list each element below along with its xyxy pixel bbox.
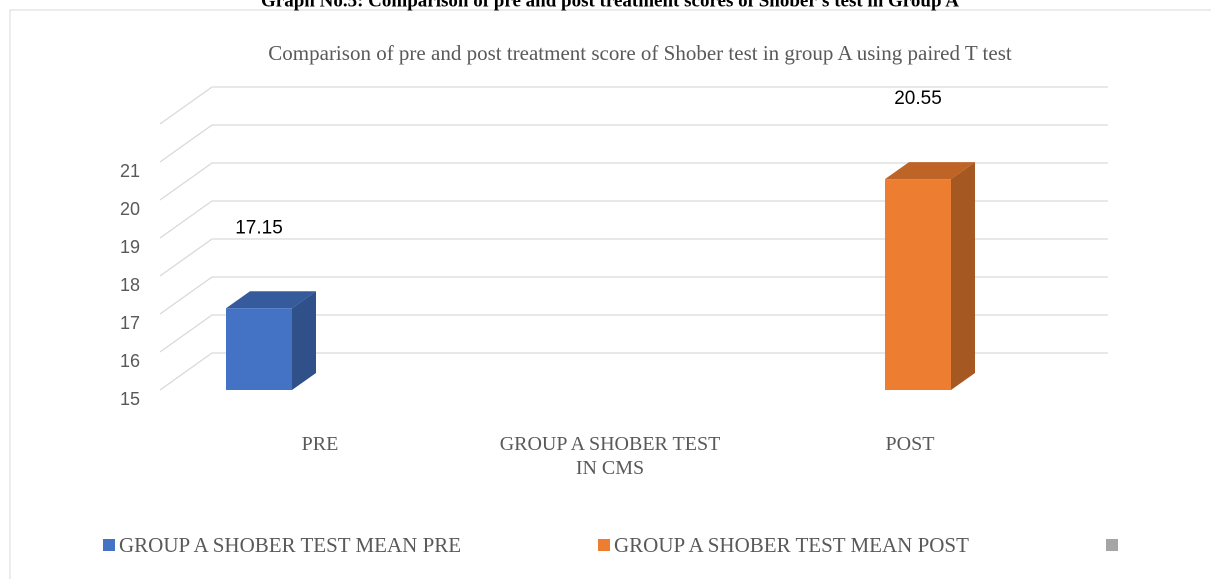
bar-top (226, 291, 316, 309)
y-tick-label: 20 (120, 199, 140, 219)
grid-line (159, 238, 1108, 277)
bar (885, 162, 975, 390)
plot-frame-line (159, 86, 1108, 125)
grid-line (159, 162, 1108, 201)
caption: Graph No.5: Comparison of pre and post t… (261, 0, 959, 11)
y-tick-label: 15 (120, 389, 140, 409)
y-tick-label: 16 (120, 351, 140, 371)
y-tick-label: 18 (120, 275, 140, 295)
bar (226, 291, 316, 390)
bar-front (226, 308, 292, 390)
y-tick-label: 17 (120, 313, 140, 333)
chart-title: Comparison of pre and post treatment sco… (268, 41, 1012, 65)
grid-line (159, 200, 1108, 239)
x-tick-label: GROUP A SHOBER TEST IN CMS (499, 433, 721, 479)
x-tick-label: PRE (301, 433, 339, 455)
x-tick-label: POST (885, 433, 935, 455)
legend-swatch (103, 539, 115, 551)
legend-swatch (598, 539, 610, 551)
bar-side (951, 162, 975, 390)
chart-frame (9, 9, 1211, 579)
data-label: 17.15 (235, 217, 283, 238)
y-tick-label: 21 (120, 161, 140, 181)
bar-side (292, 291, 316, 390)
grid-line (159, 314, 1108, 353)
legend-label: GROUP A SHOBER TEST MEAN PRE (119, 533, 461, 557)
y-tick-label: 19 (120, 237, 140, 257)
bar-front (885, 179, 951, 390)
grid-line (159, 276, 1108, 315)
grid-line (159, 124, 1108, 163)
bar-top (885, 162, 975, 180)
legend-swatch-empty (1106, 539, 1118, 551)
data-label: 20.55 (894, 88, 942, 109)
legend-label: GROUP A SHOBER TEST MEAN POST (614, 533, 969, 557)
grid-line (159, 352, 1108, 391)
